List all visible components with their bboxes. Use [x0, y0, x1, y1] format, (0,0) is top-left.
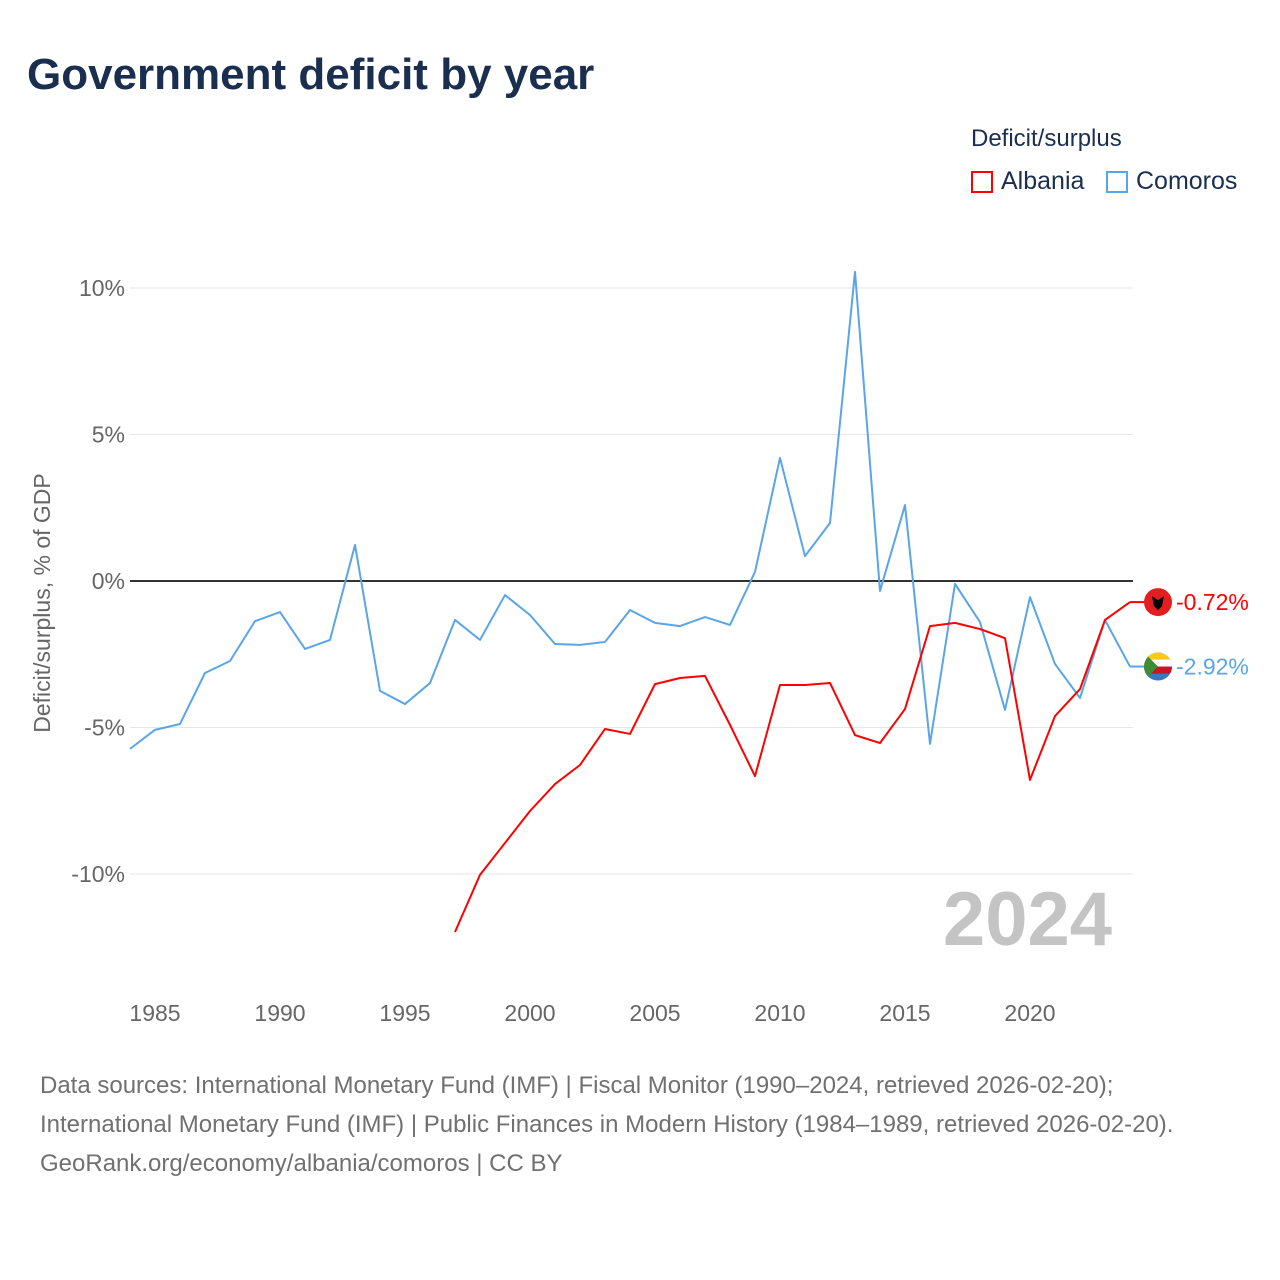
x-tick-label: 1995 — [379, 1000, 430, 1026]
chart-title: Government deficit by year — [27, 50, 595, 99]
x-tick-label: 2015 — [879, 1000, 930, 1026]
legend-item-comoros[interactable]: Comoros — [1106, 167, 1237, 196]
legend-swatch-albania — [971, 170, 993, 193]
x-tick-label: 1985 — [129, 1000, 180, 1026]
series-line-comoros — [129, 270, 1131, 750]
end-label-albania: -0.72% — [1176, 589, 1249, 615]
eagle-icon — [1152, 596, 1164, 611]
legend-label-comoros: Comoros — [1136, 167, 1238, 195]
y-tick-label: -10% — [71, 861, 125, 887]
x-tick-label: 2020 — [1004, 1000, 1055, 1026]
data-sources: Data sources: International Monetary Fun… — [40, 1072, 1174, 1138]
flag-stripe — [1144, 666, 1172, 674]
source-link[interactable]: GeoRank.org/economy/albania/comoros | CC… — [40, 1150, 563, 1177]
flag-triangle — [1144, 652, 1158, 681]
footer: Data sources: International Monetary Fun… — [40, 1066, 1240, 1183]
legend-swatch-comoros — [1106, 170, 1128, 193]
flag-stripe — [1144, 659, 1172, 667]
x-tick-label: 2010 — [754, 1000, 805, 1026]
year-watermark: 2024 — [943, 877, 1112, 962]
x-tick-label: 1990 — [254, 1000, 305, 1026]
legend-title: Deficit/surplus — [971, 125, 1122, 152]
end-label-comoros: -2.92% — [1176, 654, 1249, 680]
y-axis-label: Deficit/surplus, % of GDP — [29, 473, 55, 732]
flag-stripe — [1144, 652, 1172, 660]
legend-label-albania: Albania — [1001, 167, 1085, 195]
legend-item-albania[interactable]: Albania — [971, 167, 1084, 196]
series-line-albania — [454, 601, 1131, 933]
y-tick-label: 10% — [79, 275, 125, 301]
y-tick-label: 0% — [92, 568, 125, 594]
y-tick-label: -5% — [84, 715, 125, 741]
x-tick-label: 2005 — [629, 1000, 680, 1026]
y-tick-label: 5% — [92, 422, 125, 448]
x-tick-label: 2000 — [504, 1000, 555, 1026]
